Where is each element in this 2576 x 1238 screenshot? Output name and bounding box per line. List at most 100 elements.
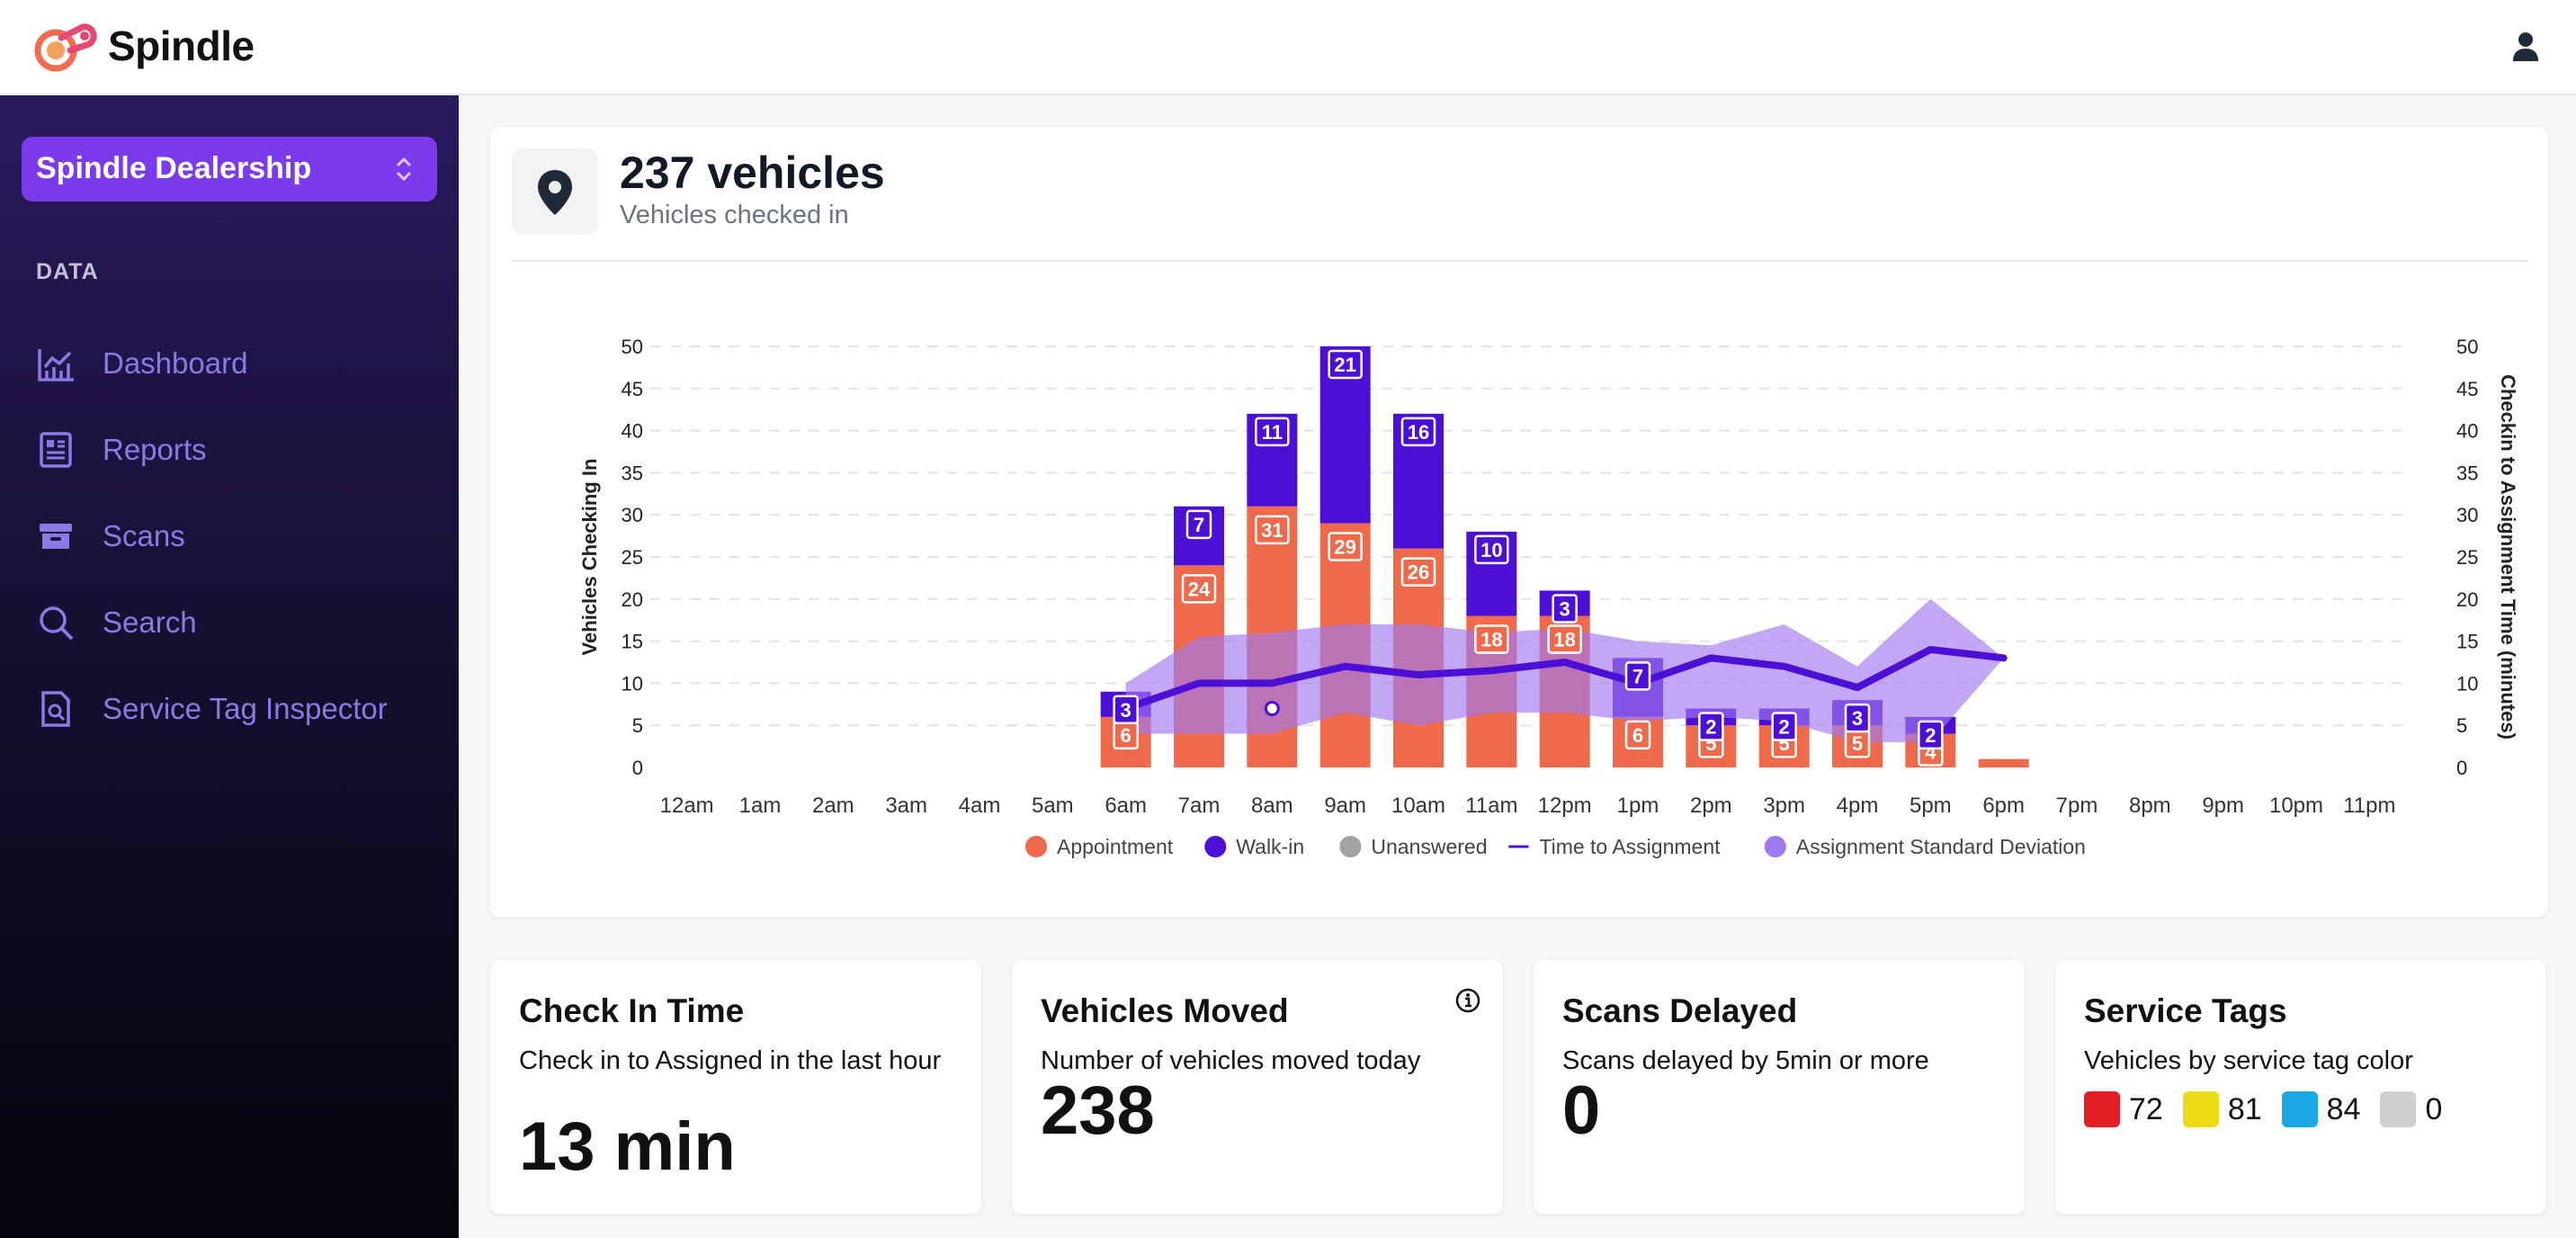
appointment-data-label-box: [1255, 515, 1290, 545]
card-subtitle: Check in to Assigned in the last hour: [519, 1046, 942, 1075]
legend-label: Time to Assignment: [1539, 835, 1721, 858]
x-tick-label: 7am: [1178, 794, 1221, 818]
sidebar-item-label: Search: [103, 606, 197, 639]
walk-in-data-label: 16: [1408, 421, 1429, 444]
legend-marker: [1764, 836, 1786, 857]
x-tick-label: 11am: [1465, 794, 1517, 818]
walk-in-data-label: 7: [1632, 665, 1643, 687]
sidebar: Spindle Dealership DATA Dashboard Report…: [0, 95, 459, 1238]
x-tick-label: 1am: [739, 794, 782, 818]
legend-marker: [1025, 836, 1047, 857]
x-tick-label: 3pm: [1763, 794, 1805, 818]
tag-swatch: [2084, 1091, 2120, 1127]
walk-in-data-label: 3: [1560, 597, 1570, 620]
x-tick-label: 11pm: [2343, 794, 2395, 818]
appointment-data-label: 18: [1553, 629, 1575, 651]
time-to-assignment-line: [1122, 645, 2008, 713]
y-tick-label: 30: [622, 504, 643, 526]
walk-in-data-label-box: [1771, 712, 1797, 741]
x-tick-label: 6pm: [1982, 794, 2025, 818]
y-axis-title: Vehicles Checking In: [578, 459, 601, 656]
appointment-data-label-box: [1181, 574, 1217, 604]
card-subtitle: Vehicles by service tag color: [2084, 1046, 2413, 1075]
walk-in-data-label-box: [1474, 534, 1509, 565]
x-tick-label: 10pm: [2269, 794, 2323, 818]
sidebar-item-label: Dashboard: [103, 346, 248, 380]
y2-tick-label: 10: [2456, 672, 2478, 695]
y2-tick-label: 35: [2456, 462, 2478, 484]
sidebar-item-label: Service Tag Inspector: [103, 692, 388, 725]
walk-in-data-label-box: [1400, 417, 1436, 447]
sidebar-item-dashboard[interactable]: Dashboard: [36, 336, 432, 390]
walk-in-data-label: 7: [1194, 514, 1204, 536]
y-tick-label: 25: [622, 546, 643, 569]
card-title: Check In Time: [519, 992, 745, 1029]
y-tick-label: 10: [622, 672, 643, 695]
x-tick-label: 8am: [1251, 794, 1293, 818]
x-tick-label: 3am: [885, 794, 927, 818]
card-subtitle: Scans delayed by 5min or more: [1562, 1046, 1929, 1075]
vehicles-count-subtitle: Vehicles checked in: [620, 201, 849, 229]
x-tick-label: 10am: [1391, 794, 1445, 818]
sidebar-section-label: DATA: [36, 259, 99, 284]
scans-delayed-card: Scans Delayed Scans delayed by 5min or m…: [1533, 959, 2026, 1215]
main-content: 237 vehicles Vehicles checked in 0 0 5 5 10 1…: [459, 95, 2576, 1238]
y2-tick-label: 45: [2456, 378, 2478, 400]
walk-in-data-label: 11: [1262, 421, 1283, 444]
search-icon: [40, 606, 74, 641]
card-title: Scans Delayed: [1562, 992, 1798, 1029]
x-tick-label: 2am: [812, 794, 854, 818]
vehicles-moved-card: Vehicles Moved Number of vehicles moved …: [1011, 959, 1504, 1215]
legend-marker: [1339, 836, 1362, 857]
service-tag-yellow: 81: [2182, 1091, 2262, 1127]
legend-label: Appointment: [1057, 835, 1174, 858]
walk-in-data-label-box: [1552, 594, 1578, 623]
std-deviation-band: [1125, 598, 2004, 742]
card-divider: [512, 260, 2528, 262]
tag-swatch: [2182, 1091, 2219, 1127]
walk-in-data-label: 2: [1925, 724, 1936, 747]
x-tick-label: 4am: [959, 794, 1001, 818]
walk-in-data-label-box: [1113, 695, 1139, 725]
appointment-data-label: 26: [1408, 561, 1429, 584]
appointment-data-label-box: [1400, 557, 1436, 587]
x-tick-label: 6am: [1105, 794, 1147, 818]
sidebar-item-service-tag-inspector[interactable]: Service Tag Inspector: [36, 682, 432, 736]
x-tick-label: 9am: [1324, 794, 1366, 818]
y2-axis-title: Checkin to Assignment Time (minutes): [2497, 374, 2519, 740]
check-in-time-value: 13 min: [519, 1108, 736, 1185]
y-tick-label: 35: [622, 462, 643, 484]
brand-name[interactable]: Spindle: [108, 22, 255, 69]
sidebar-item-scans[interactable]: Scans: [36, 509, 432, 563]
info-icon[interactable]: [1454, 987, 1481, 1014]
user-icon[interactable]: [2509, 31, 2542, 63]
organization-select[interactable]: Spindle Dealership: [22, 137, 437, 202]
y2-tick-label: 0: [2456, 757, 2467, 779]
walk-in-data-label-box: [1255, 417, 1290, 447]
x-tick-label: 12am: [660, 794, 714, 818]
appointment-data-label: 6: [1121, 724, 1131, 747]
card-subtitle: Number of vehicles moved today: [1041, 1046, 1421, 1075]
x-tick-label: 12pm: [1538, 794, 1592, 818]
sidebar-item-search[interactable]: Search: [36, 596, 432, 650]
legend-label: Unanswered: [1371, 835, 1487, 858]
y2-tick-label: 30: [2456, 504, 2478, 526]
spindle-logo-icon[interactable]: [34, 20, 99, 74]
y-tick-label: 50: [622, 336, 643, 358]
x-tick-label: 4pm: [1837, 794, 1879, 818]
tag-count: 81: [2227, 1091, 2262, 1126]
y2-tick-label: 25: [2456, 546, 2478, 569]
y-tick-label: 20: [622, 588, 643, 611]
appointment-data-label: 18: [1480, 629, 1502, 651]
walk-in-data-label-box: [1698, 712, 1724, 741]
sidebar-item-reports[interactable]: Reports: [36, 423, 432, 477]
scans-icon: [40, 524, 72, 549]
walk-in-data-label: 2: [1779, 715, 1790, 738]
appointment-data-label: 6: [1632, 724, 1643, 747]
tag-inspector-icon: [41, 691, 70, 727]
walk-in-data-label: 3: [1121, 699, 1131, 722]
walk-in-data-label-box: [1185, 509, 1212, 540]
walk-in-data-label: 2: [1705, 715, 1716, 738]
walk-in-data-label: 3: [1852, 707, 1863, 730]
